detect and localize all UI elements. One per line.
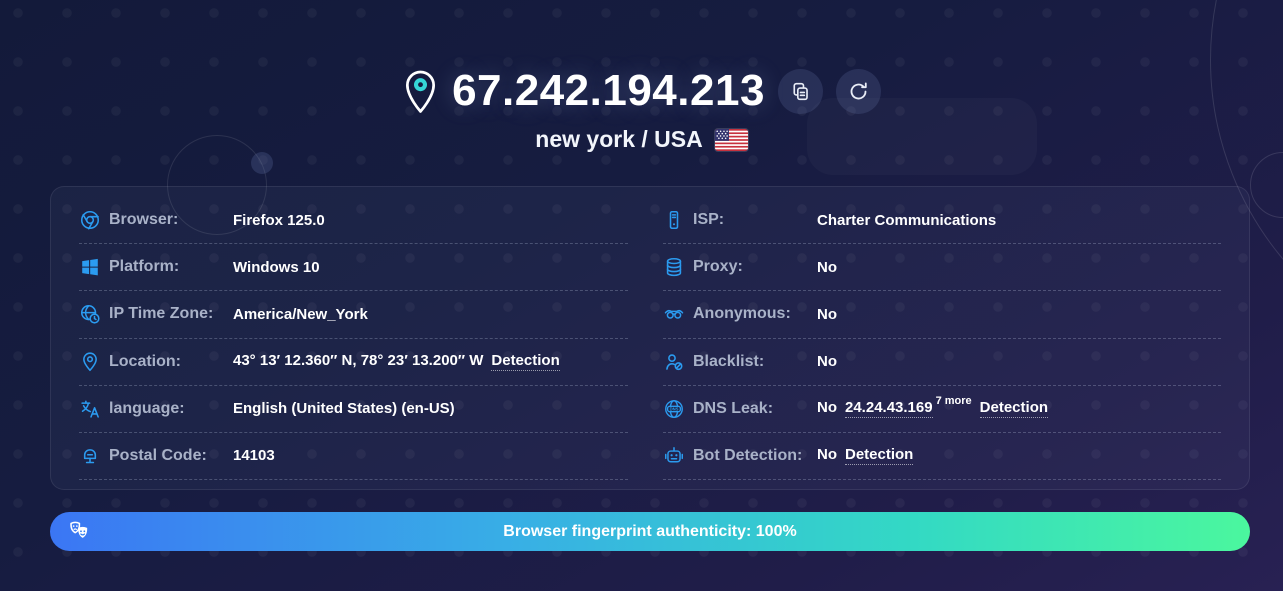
row-location: Location: 43° 13′ 12.360″ N, 78° 23′ 13.… (79, 339, 628, 386)
row-label: Postal Code: (109, 446, 207, 464)
anonymous-icon (663, 303, 685, 325)
row-value: No (817, 446, 837, 464)
language-icon (79, 398, 101, 420)
info-column-left: Browser: Firefox 125.0 Platform: Windows… (51, 197, 650, 481)
ip-info-card: Browser: Firefox 125.0 Platform: Windows… (50, 186, 1250, 490)
row-label: IP Time Zone: (109, 305, 214, 323)
bot-icon (663, 445, 685, 467)
platform-icon (79, 256, 101, 278)
row-value: 14103 (233, 447, 275, 465)
row-isp: ISP: Charter Communications (663, 197, 1221, 245)
svg-text:DNS: DNS (670, 406, 679, 411)
dns-more-count: 7 more (935, 395, 972, 408)
row-label: Proxy: (693, 258, 743, 276)
dns-icon: DNS (663, 398, 685, 420)
row-label: ISP: (693, 211, 725, 229)
row-label: Platform: (109, 258, 180, 276)
row-blacklist: Blacklist: No (663, 339, 1221, 386)
refresh-icon (847, 80, 870, 103)
row-value: No (817, 353, 837, 371)
row-label: Browser: (109, 211, 179, 229)
row-label: Location: (109, 352, 181, 370)
row-browser: Browser: Firefox 125.0 (79, 197, 628, 245)
us-flag-icon (714, 128, 748, 151)
row-postal: Postal Code: 14103 (79, 433, 628, 481)
dns-ip-link[interactable]: 24.24.43.169 (845, 399, 933, 419)
theater-masks-icon (67, 518, 94, 545)
bot-detection-link[interactable]: Detection (845, 446, 914, 466)
row-platform: Platform: Windows 10 (79, 244, 628, 292)
timezone-icon (79, 303, 101, 325)
decor-dot (251, 152, 273, 174)
ip-address: 67.242.194.213 (452, 66, 765, 115)
dns-ip-group: 24.24.43.169 7 more (845, 395, 972, 419)
row-value: America/New_York (233, 305, 368, 323)
decor-circle (167, 135, 267, 235)
location-pin-icon (402, 68, 439, 115)
row-label: DNS Leak: (693, 399, 774, 417)
blacklist-icon (663, 351, 685, 373)
fingerprint-authenticity-text: Browser fingerprint authenticity: 100% (503, 522, 797, 540)
info-column-right: ISP: Charter Communications Proxy: No (650, 197, 1249, 481)
postal-icon (79, 445, 101, 467)
geo-subtitle: new york / USA (535, 126, 703, 152)
fingerprint-bar: Browser fingerprint authenticity: 100% (50, 512, 1250, 551)
dns-detection-link[interactable]: Detection (979, 399, 1049, 419)
row-value: 43° 13′ 12.360″ N, 78° 23′ 13.200″ W (233, 352, 484, 370)
row-label: Anonymous: (693, 305, 791, 323)
browser-icon (79, 209, 101, 231)
isp-icon (663, 209, 685, 231)
row-value: No (817, 258, 837, 276)
row-timezone: IP Time Zone: America/New_York (79, 291, 628, 339)
row-anonymous: Anonymous: No (663, 291, 1221, 339)
row-value: Charter Communications (817, 211, 997, 229)
header: 67.242.194.213 (0, 0, 1283, 153)
row-label: Blacklist: (693, 352, 765, 370)
row-label: language: (109, 399, 185, 417)
row-value: No (817, 305, 837, 323)
row-value: Windows 10 (233, 258, 320, 276)
location-detection-link[interactable]: Detection (491, 352, 560, 372)
row-value: English (United States) (en-US) (233, 400, 455, 418)
proxy-icon (663, 256, 685, 278)
row-value: No (817, 399, 837, 417)
row-value: Firefox 125.0 (233, 211, 325, 229)
copy-icon (789, 80, 812, 103)
row-dns-leak: DNS DNS Leak: No 24.24.43.169 7 more Det… (663, 386, 1221, 433)
row-bot-detection: Bot Detection: No Detection (663, 433, 1221, 481)
refresh-button[interactable] (835, 68, 881, 114)
location-icon (79, 351, 101, 373)
row-label: Bot Detection: (693, 446, 803, 464)
copy-button[interactable] (777, 68, 823, 114)
row-proxy: Proxy: No (663, 244, 1221, 292)
row-language: language: English (United States) (en-US… (79, 386, 628, 433)
